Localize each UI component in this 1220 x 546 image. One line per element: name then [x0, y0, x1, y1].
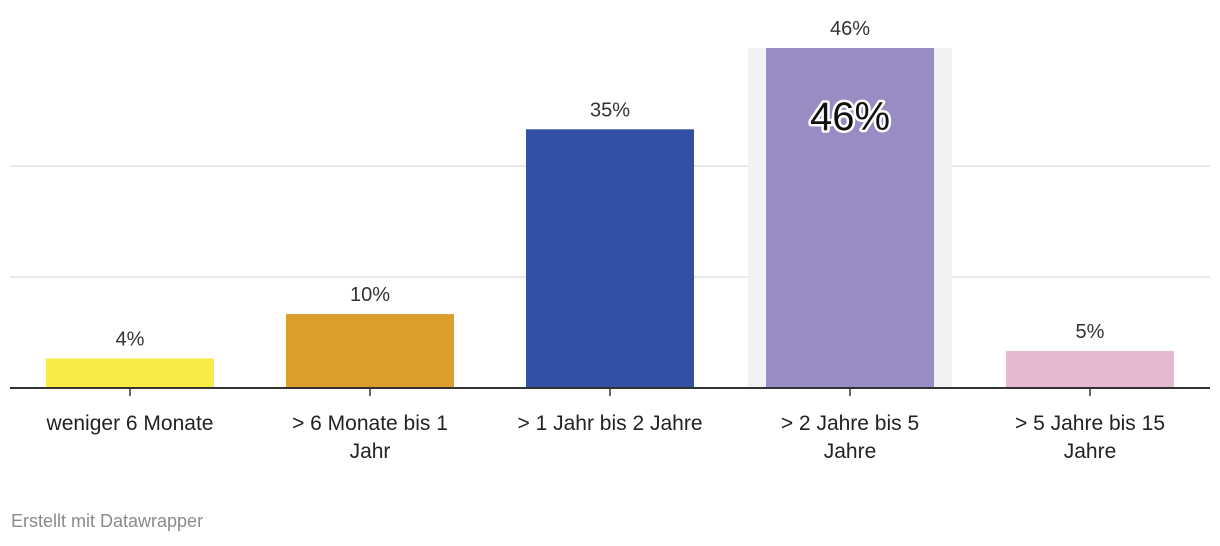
bar-1: [286, 314, 454, 388]
value-label-3: 46%: [830, 18, 870, 40]
x-axis: [10, 388, 1210, 396]
datawrapper-credit: Erstellt mit Datawrapper: [11, 511, 203, 532]
bar-2: [526, 129, 694, 388]
category-label-1: > 6 Monate bis 1 Jahr: [292, 412, 448, 463]
bar-0: [46, 358, 214, 388]
value-label-2: 35%: [590, 99, 630, 121]
bar-chart: 4% weniger 6 Monate 10% > 6 Monate bis 1 Jah…: [0, 0, 1220, 546]
highlight-annotation: 46%: [810, 95, 890, 139]
bar-4: [1006, 351, 1174, 388]
value-label-0: 4%: [116, 328, 145, 350]
value-label-4: 5%: [1076, 321, 1105, 343]
category-label-4: > 5 Jahre bis 15 Jahre: [1015, 412, 1165, 463]
value-label-1: 10%: [350, 284, 390, 306]
category-label-0: weniger 6 Monate: [46, 412, 214, 435]
category-label-2: > 1 Jahr bis 2 Jahre: [517, 412, 702, 435]
category-label-3: > 2 Jahre bis 5 Jahre: [781, 412, 919, 463]
